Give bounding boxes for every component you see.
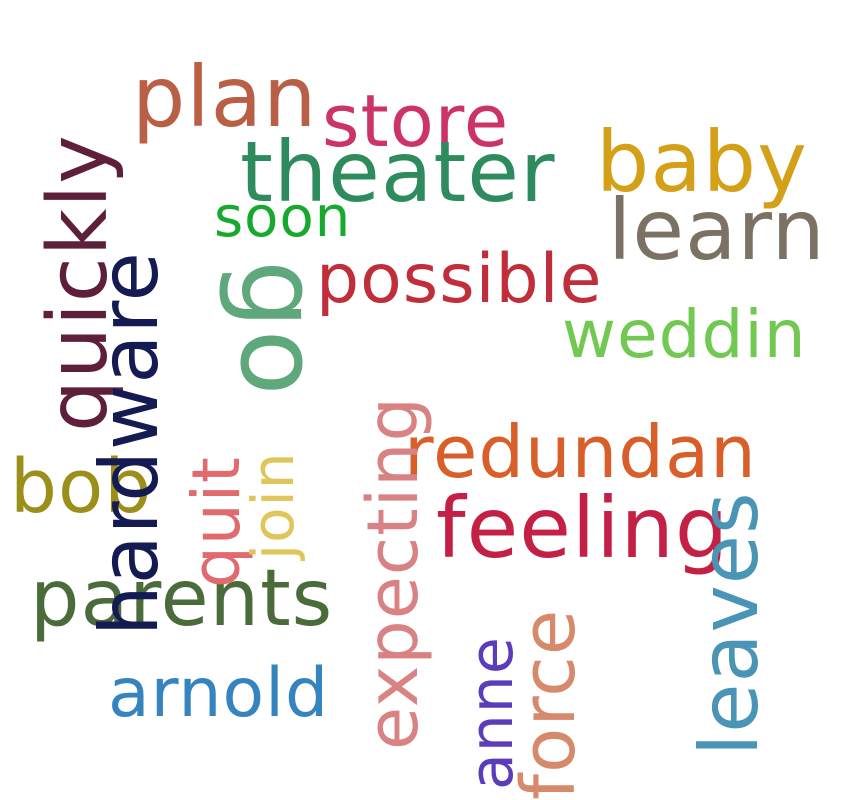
word-redundan: redundan	[404, 410, 757, 494]
word-theater: theater	[240, 123, 556, 221]
word-join: join	[239, 451, 307, 560]
word-hardware: hardware	[83, 251, 176, 636]
word-soon: soon	[214, 185, 352, 250]
word-store: store	[322, 79, 510, 163]
word-go: go	[216, 260, 341, 397]
word-bob: bob	[10, 444, 153, 530]
word-expecting: expecting	[352, 396, 434, 750]
word-learn: learn	[608, 181, 826, 279]
word-feeling: feeling	[436, 479, 730, 577]
word-arnold: arnold	[108, 654, 330, 733]
word-parents: parents	[30, 554, 334, 644]
word-weddin: weddin	[562, 296, 807, 373]
word-plan: plan	[132, 48, 318, 146]
word-leaves: leaves	[683, 491, 776, 756]
word-force: force	[506, 608, 592, 800]
word-possible: possible	[316, 240, 603, 319]
word-baby: baby	[596, 113, 808, 211]
